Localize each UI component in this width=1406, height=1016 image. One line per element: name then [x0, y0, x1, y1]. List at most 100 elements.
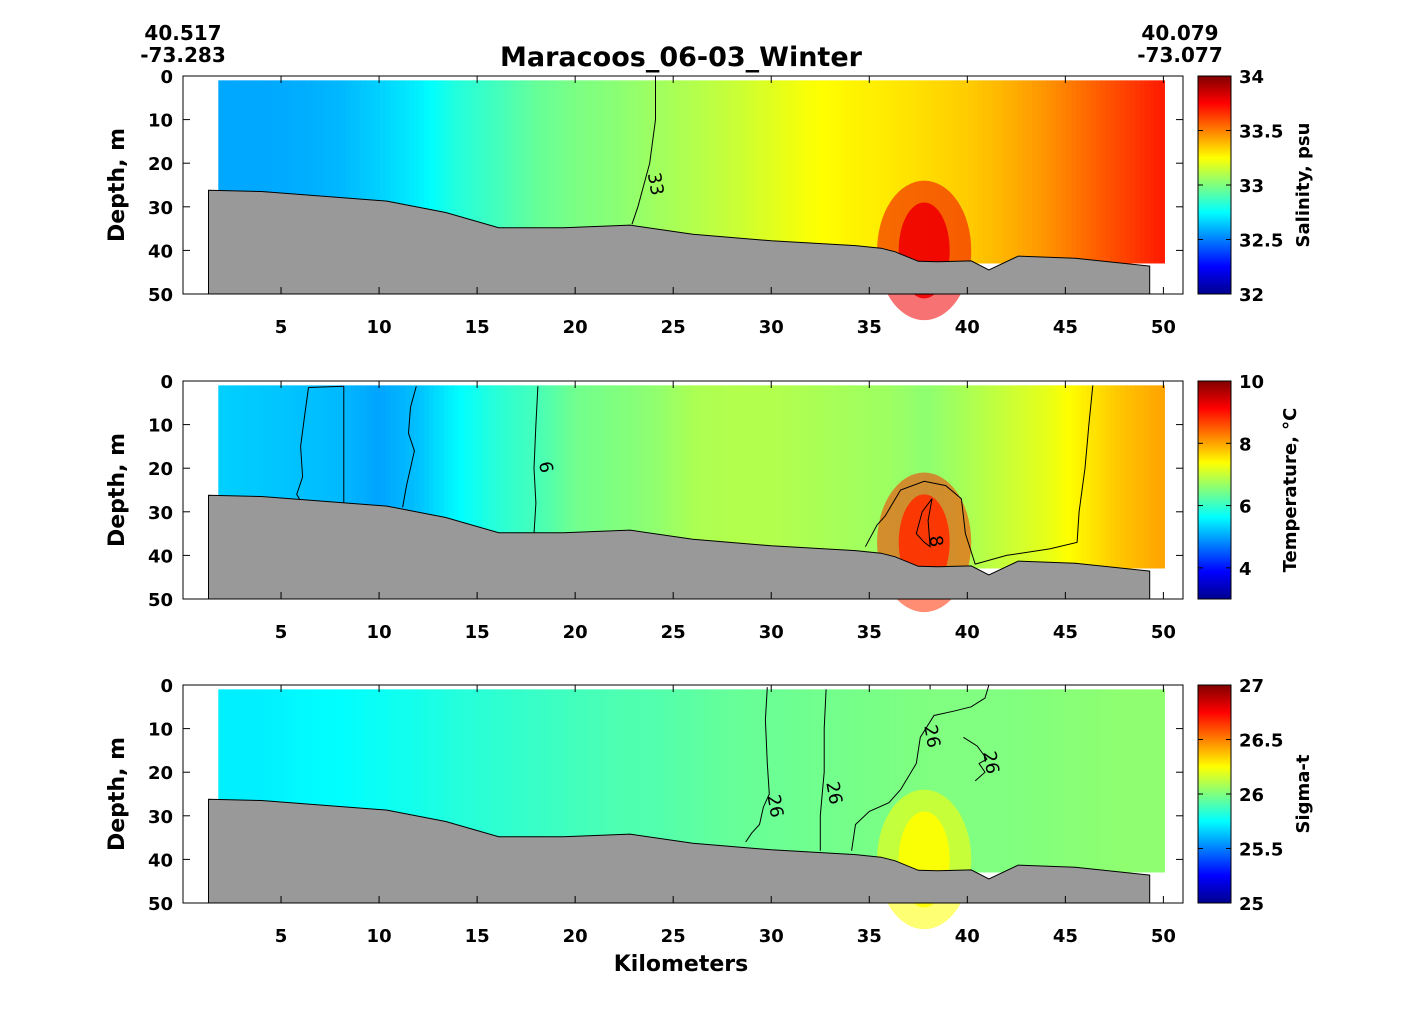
field-band — [713, 80, 719, 264]
y-tick-label: 0 — [160, 676, 173, 697]
contour-line — [915, 498, 933, 548]
field-band — [316, 689, 322, 873]
field-band — [919, 689, 925, 873]
field-band — [733, 80, 739, 264]
field-band — [267, 385, 273, 569]
field-band — [840, 80, 847, 264]
field-band — [693, 80, 700, 264]
field-band — [762, 385, 768, 569]
field-band — [414, 80, 420, 264]
x-tick-label: 20 — [563, 926, 588, 947]
salinity-field — [218, 80, 1165, 321]
salinity-x-ticks: 5 10 15 20 25 30 35 40 45 50 — [275, 76, 1176, 338]
field-band — [1041, 80, 1048, 264]
field-band — [1076, 80, 1082, 264]
field-band — [429, 80, 435, 264]
field-band — [909, 80, 915, 264]
field-band — [237, 80, 244, 264]
field-band — [267, 80, 273, 264]
field-band — [943, 689, 950, 873]
sigma-t-panel: 26 26 26 26 5 10 15 20 25 30 35 40 45 50 0 10 20 30 40 50… — [105, 676, 1314, 977]
field-band — [257, 689, 264, 873]
field-band — [826, 80, 832, 264]
field-band — [992, 689, 999, 873]
field-band — [782, 385, 788, 569]
field-band — [522, 80, 528, 264]
field-band — [782, 689, 788, 873]
field-band — [291, 689, 298, 873]
field-band — [301, 689, 308, 873]
field-band — [473, 385, 479, 569]
field-band — [306, 80, 313, 264]
field-band — [546, 80, 553, 264]
field-band — [1100, 80, 1107, 264]
field-band — [585, 385, 592, 569]
sigma-t-bathymetry — [208, 798, 1151, 904]
field-band — [747, 80, 754, 264]
field-band — [688, 689, 695, 873]
colorbar-tick-label: 10 — [1239, 372, 1264, 393]
field-band — [1090, 80, 1097, 264]
field-band — [448, 385, 455, 569]
field-band — [978, 385, 984, 569]
temperature-colorbar-label: Temperature, °C — [1280, 408, 1301, 573]
field-band — [855, 385, 862, 569]
y-tick-label: 40 — [148, 546, 173, 567]
field-band — [880, 689, 886, 873]
field-band — [943, 385, 950, 569]
field-band — [350, 80, 357, 264]
field-band — [311, 385, 317, 569]
field-band — [992, 385, 999, 569]
x-tick-label: 10 — [367, 622, 392, 643]
field-band — [816, 689, 822, 873]
colorbar-tick-label: 34 — [1239, 67, 1264, 88]
field-band — [487, 385, 494, 569]
field-band — [767, 689, 773, 873]
temperature-contours: 68 — [296, 385, 1094, 565]
field-band — [478, 385, 484, 569]
field-band — [747, 385, 754, 569]
field-band — [845, 385, 852, 569]
field-band — [1012, 80, 1018, 264]
field-band — [855, 80, 862, 264]
field-band — [1076, 385, 1082, 569]
seafloor — [208, 798, 1151, 904]
field-band — [786, 689, 793, 873]
field-band — [443, 385, 450, 569]
contour-label: 33 — [643, 171, 668, 197]
field-band — [536, 689, 543, 873]
field-band — [713, 385, 719, 569]
contour-line — [745, 687, 770, 843]
field-band — [698, 385, 705, 569]
field-band — [551, 80, 558, 264]
field-band — [237, 385, 244, 569]
field-band — [630, 385, 636, 569]
field-band — [380, 385, 386, 569]
field-band — [791, 80, 798, 264]
field-band — [924, 80, 930, 264]
field-band — [958, 80, 964, 264]
field-band — [786, 385, 793, 569]
field-band — [1022, 80, 1028, 264]
x-tick-label: 50 — [1151, 622, 1176, 643]
field-band — [679, 689, 685, 873]
field-band — [532, 689, 538, 873]
field-band — [659, 689, 665, 873]
x-tick-label: 40 — [955, 622, 980, 643]
field-band — [242, 385, 249, 569]
x-tick-label: 35 — [857, 317, 882, 338]
field-band — [443, 80, 450, 264]
field-band — [1110, 385, 1116, 569]
field-band — [321, 689, 327, 873]
field-band — [585, 689, 592, 873]
field-band — [424, 80, 430, 264]
field-band — [615, 689, 621, 873]
field-band — [1159, 80, 1165, 264]
field-band — [835, 385, 842, 569]
field-band — [987, 689, 994, 873]
field-band — [782, 80, 788, 264]
field-band — [409, 385, 415, 569]
field-band — [429, 385, 435, 569]
contour-line — [308, 385, 344, 388]
x-axis-label: Kilometers — [614, 952, 748, 977]
